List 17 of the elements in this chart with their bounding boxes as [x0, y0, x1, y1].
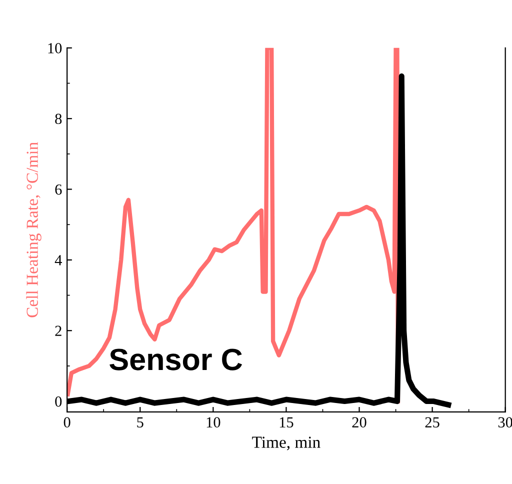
- x-tick-label: 20: [352, 417, 366, 428]
- y-tick-label: 8: [55, 114, 62, 124]
- x-axis-title: Time, min: [252, 436, 320, 450]
- annotation: Sensor C: [110, 348, 242, 370]
- y-tick-label: 6: [55, 184, 62, 195]
- line-series: [67, 48, 400, 404]
- x-tick-label: 25: [425, 417, 440, 428]
- x-tick-label: 5: [137, 417, 144, 428]
- x-tick-label: 30: [498, 417, 512, 428]
- x-tick-label: 10: [206, 417, 220, 428]
- y-axis-title: Cell Heating Rate, °C/min: [26, 142, 42, 318]
- y-tick-label: 0: [55, 396, 62, 407]
- x-tick-label: 15: [280, 417, 294, 428]
- y-tick-label: 10: [48, 43, 62, 54]
- x-tick-label: 0: [64, 417, 70, 428]
- y-tick-label: 2: [55, 326, 62, 336]
- y-tick-label: 4: [54, 255, 62, 266]
